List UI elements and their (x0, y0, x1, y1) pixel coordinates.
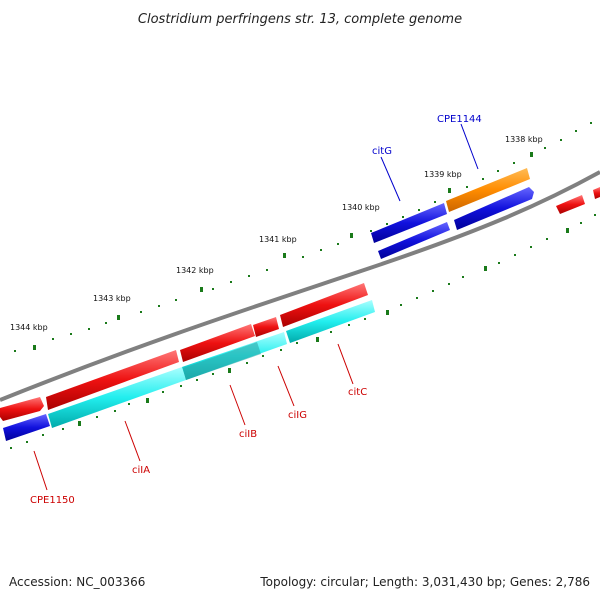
gene-label-leaders (33, 123, 479, 491)
gene-blue-lower-2[interactable] (454, 187, 534, 230)
upper-strand-genes (371, 168, 600, 259)
gene-ciIB[interactable] (180, 324, 255, 362)
ruler-labels: 1338 kbp 1339 kbp 1340 kbp 1341 kbp 1342… (10, 135, 543, 332)
gene-citC[interactable] (280, 283, 368, 327)
gene-label-citC: citC (348, 387, 367, 398)
gene-CPE1144[interactable] (446, 168, 530, 212)
lower-strand-genes (0, 283, 375, 441)
ruler-label-1343: 1343 kbp (93, 294, 131, 303)
map-title: Clostridium perfringens str. 13, complet… (138, 12, 462, 27)
gene-label-CPE1144: CPE1144 (437, 114, 482, 125)
gene-labels: CPE1144 citG citC ciIG ciIB ciIA CPE1150 (30, 114, 482, 506)
gene-ciIA[interactable] (46, 350, 179, 410)
gene-cyan-1[interactable] (48, 367, 186, 428)
gene-label-ciIB: ciIB (239, 429, 257, 440)
gene-citG-upper[interactable] (371, 203, 447, 243)
ruler-label-1340: 1340 kbp (342, 203, 380, 212)
gene-label-ciIA: ciIA (132, 465, 150, 476)
ruler-track-inner (10, 214, 596, 449)
gene-label-CPE1150: CPE1150 (30, 495, 75, 506)
genome-backbone (0, 170, 600, 402)
ruler-label-1342: 1342 kbp (176, 266, 214, 275)
ruler-label-1344: 1344 kbp (10, 323, 48, 332)
ruler-label-1341: 1341 kbp (259, 235, 297, 244)
ruler-label-1339: 1339 kbp (424, 170, 462, 179)
gene-blue-lower-1[interactable] (378, 222, 450, 259)
gene-overlap-teal (183, 342, 261, 380)
ruler-label-1338: 1338 kbp (505, 135, 543, 144)
gene-red-left[interactable] (0, 397, 44, 421)
gene-CPE1150[interactable] (3, 414, 50, 441)
accession-text: Accession: NC_003366 (9, 575, 146, 589)
gene-label-ciIG: ciIG (288, 410, 307, 421)
genome-stats-text: Topology: circular; Length: 3,031,430 bp… (260, 575, 590, 589)
gene-red-right-1[interactable] (556, 195, 585, 214)
gene-red-right-2[interactable] (593, 187, 600, 199)
gene-label-citG: citG (372, 146, 392, 157)
gene-cyan-3[interactable] (286, 300, 375, 343)
ruler-track-outer (14, 122, 592, 352)
gene-ciIG[interactable] (253, 317, 279, 337)
